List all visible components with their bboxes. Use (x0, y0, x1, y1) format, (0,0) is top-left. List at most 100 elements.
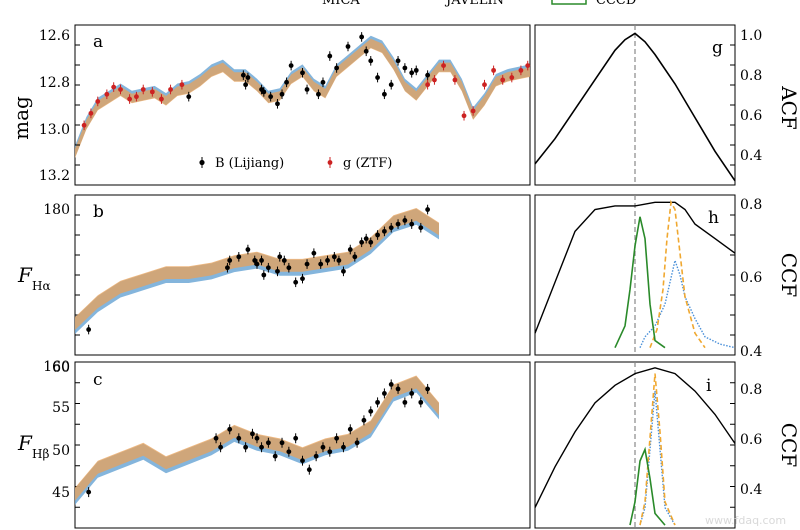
data-point (352, 254, 358, 260)
data-point (382, 391, 387, 396)
data-point (334, 65, 340, 71)
data-point (300, 276, 305, 282)
panel-h-ytick: 0.4 (740, 344, 762, 360)
panel-c-ylabel-sub: Hβ (32, 447, 49, 461)
data-point (104, 91, 110, 97)
panel-h-plot (534, 195, 736, 355)
data-point (268, 94, 274, 100)
data-point (254, 435, 260, 441)
legend-cccd-label: CCCD (596, 0, 636, 8)
data-point (418, 399, 424, 405)
data-point (81, 122, 87, 128)
panel-i-ytick: 0.4 (740, 482, 762, 498)
data-point (382, 91, 387, 97)
data-point (286, 265, 292, 271)
data-point (425, 386, 431, 392)
panel-c-yticks: 45 50 55 60 (52, 360, 70, 501)
data-point (259, 444, 264, 450)
cccd-distribution (614, 216, 666, 349)
data-point (500, 77, 506, 83)
data-point (354, 440, 360, 446)
ccf-line (534, 201, 736, 334)
data-point (243, 444, 249, 450)
data-point (300, 458, 305, 464)
panel-i-right-label: CCF (777, 423, 800, 468)
data-point (284, 79, 289, 85)
panel-a-ytick: 12.8 (39, 75, 70, 91)
panel-c-plot (75, 375, 439, 505)
panel-a-plot (75, 24, 735, 529)
data-point (286, 449, 292, 455)
data-point (149, 89, 155, 95)
data-point (245, 247, 251, 252)
data-point (402, 399, 408, 405)
data-point (368, 408, 374, 414)
data-point (334, 435, 340, 441)
data-point (86, 327, 92, 332)
data-point (111, 84, 117, 90)
data-point (509, 75, 515, 80)
data-point (279, 91, 285, 97)
panel-g-yticks: 1.0 0.8 0.6 0.4 (740, 28, 762, 164)
data-point (265, 440, 271, 446)
data-point (288, 63, 294, 68)
panel-c-ylabel: F Hβ (17, 431, 49, 461)
data-point (452, 77, 458, 83)
data-point (409, 391, 415, 396)
data-point (272, 453, 278, 459)
panel-a-letter: a (93, 32, 103, 52)
panel-a-frame (74, 24, 531, 186)
data-point (313, 453, 319, 459)
legend-b-marker (199, 159, 205, 166)
data-point (279, 440, 285, 446)
panel-h-letter: h (708, 208, 719, 228)
data-point (218, 444, 224, 450)
data-point (311, 250, 317, 256)
data-point (359, 34, 365, 40)
data-point (236, 254, 242, 260)
panel-a-ytick: 13.2 (39, 168, 70, 184)
data-point (388, 82, 394, 88)
data-point (293, 279, 299, 285)
data-point (395, 58, 401, 64)
data-point (491, 67, 496, 73)
data-point (375, 75, 380, 80)
panel-b-yticks: 180 160 (43, 202, 70, 375)
data-point (281, 258, 287, 263)
data-point (409, 221, 415, 227)
data-point (213, 435, 219, 441)
data-point (461, 113, 467, 119)
panel-h-yticks: 0.8 0.6 0.4 (740, 197, 762, 360)
data-point (243, 82, 249, 88)
panel-b-ytick: 160 (43, 359, 70, 375)
data-point (432, 77, 437, 83)
acf-line (534, 32, 736, 182)
data-point (347, 247, 353, 252)
data-point (375, 232, 380, 238)
watermark: www.fdaq.com (705, 514, 786, 527)
data-point (395, 386, 401, 392)
legend-g-label: g (ZTF) (343, 156, 392, 171)
panel-b-ylabel-sub: Hα (32, 279, 51, 293)
data-point (293, 435, 299, 441)
data-point (88, 110, 94, 116)
data-point (409, 70, 415, 76)
data-point (325, 258, 330, 263)
data-point (261, 272, 267, 278)
mica-distribution (639, 391, 676, 526)
panel-b-ylabel-f: F (17, 263, 33, 287)
panel-b-ytick: 180 (43, 202, 70, 218)
data-point (361, 417, 367, 423)
data-point (402, 65, 408, 71)
data-point (277, 254, 283, 260)
data-point (327, 53, 333, 59)
panel-a-ylabel: mag (9, 96, 33, 140)
javelin-distribution (649, 199, 706, 349)
javelin-band (75, 38, 530, 159)
data-point (425, 72, 431, 78)
data-point (368, 58, 374, 64)
panel-a-yticks: 12.6 12.8 13.0 13.2 (39, 28, 70, 184)
panel-i-plot (534, 362, 736, 528)
data-point (95, 99, 101, 104)
